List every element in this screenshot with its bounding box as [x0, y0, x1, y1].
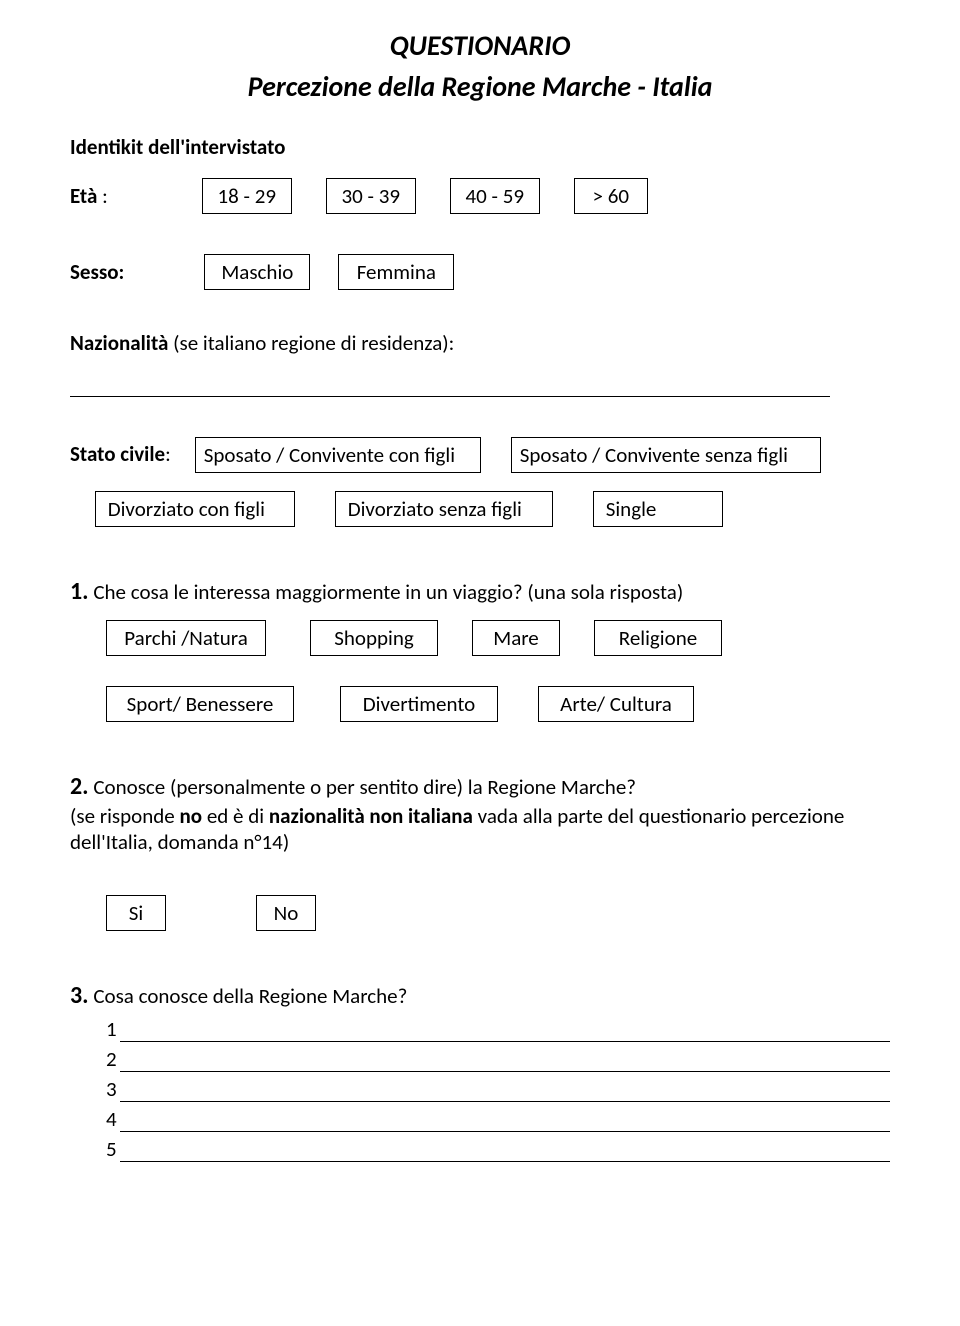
q1-option-parks-nature[interactable]: Parchi /Natura: [106, 620, 266, 656]
civil-option-married-no-children[interactable]: Sposato / Convivente senza figli: [511, 437, 821, 473]
sex-option-female[interactable]: Femmina: [338, 254, 454, 290]
q1-option-religion[interactable]: Religione: [594, 620, 722, 656]
q2-subtext: (se risponde no ed è di nazionalità non …: [70, 803, 890, 855]
nationality-input-line[interactable]: [70, 372, 830, 397]
q1-text: Che cosa le interessa maggiormente in un…: [89, 579, 684, 605]
age-label: Età :: [70, 183, 108, 209]
age-option-over-60[interactable]: > 60: [574, 178, 648, 214]
q1-option-shopping[interactable]: Shopping: [310, 620, 438, 656]
q2-text: Conosce (personalmente o per sentito dir…: [89, 774, 636, 800]
page-subtitle: Percezione della Regione Marche - Italia: [70, 69, 890, 104]
civil-option-divorced-no-children[interactable]: Divorziato senza figli: [335, 491, 553, 527]
sex-option-male[interactable]: Maschio: [204, 254, 310, 290]
q1-option-sport-wellness[interactable]: Sport/ Benessere: [106, 686, 294, 722]
civil-option-single[interactable]: Single: [593, 491, 723, 527]
q1-option-art-culture[interactable]: Arte/ Cultura: [538, 686, 694, 722]
q1-option-sea[interactable]: Mare: [472, 620, 560, 656]
nationality-label: Nazionalità (se italiano regione di resi…: [70, 330, 454, 356]
q3-line-3[interactable]: 3: [106, 1076, 890, 1102]
q2-option-yes[interactable]: Si: [106, 895, 166, 931]
q3-number: 3.: [70, 981, 89, 1010]
age-option-40-59[interactable]: 40 - 59: [450, 178, 540, 214]
q3-line-1[interactable]: 1: [106, 1016, 890, 1042]
q2-option-no[interactable]: No: [256, 895, 316, 931]
q2-number: 2.: [70, 772, 89, 801]
civil-option-married-children[interactable]: Sposato / Convivente con figli: [195, 437, 481, 473]
civil-status-label: Stato civile:: [70, 437, 171, 467]
q3-line-2[interactable]: 2: [106, 1046, 890, 1072]
civil-option-divorced-children[interactable]: Divorziato con figli: [95, 491, 295, 527]
q1-number: 1.: [70, 577, 89, 606]
q1-option-entertainment[interactable]: Divertimento: [340, 686, 498, 722]
age-option-30-39[interactable]: 30 - 39: [326, 178, 416, 214]
q3-line-5[interactable]: 5: [106, 1136, 890, 1162]
page-title: QUESTIONARIO: [70, 28, 890, 63]
sex-label: Sesso:: [70, 259, 124, 285]
identikit-heading: Identikit dell'intervistato: [70, 134, 890, 160]
q3-line-4[interactable]: 4: [106, 1106, 890, 1132]
age-option-18-29[interactable]: 18 - 29: [202, 178, 292, 214]
q3-text: Cosa conosce della Regione Marche?: [89, 983, 408, 1009]
